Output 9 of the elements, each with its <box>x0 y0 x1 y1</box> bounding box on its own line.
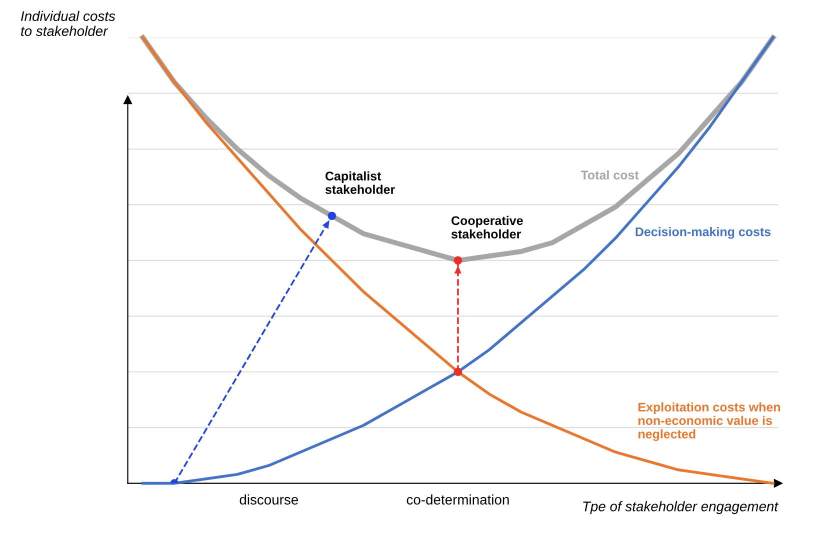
series-label: Total cost <box>580 170 639 180</box>
y-axis-title: Individual costs to stakeholder <box>21 10 116 36</box>
series-label: Decision-making costs <box>636 227 771 239</box>
x-axis-title: Tpe of stakeholder engagement <box>583 501 779 514</box>
x-tick-label: co-determination <box>406 494 509 505</box>
series-label: Exploitation costs when non-economic value is neglected <box>638 402 780 441</box>
annotation: Cooperative stakeholder <box>451 216 523 239</box>
x-tick-label: discourse <box>240 494 298 505</box>
annotation: Capitalist stakeholder <box>325 171 395 194</box>
